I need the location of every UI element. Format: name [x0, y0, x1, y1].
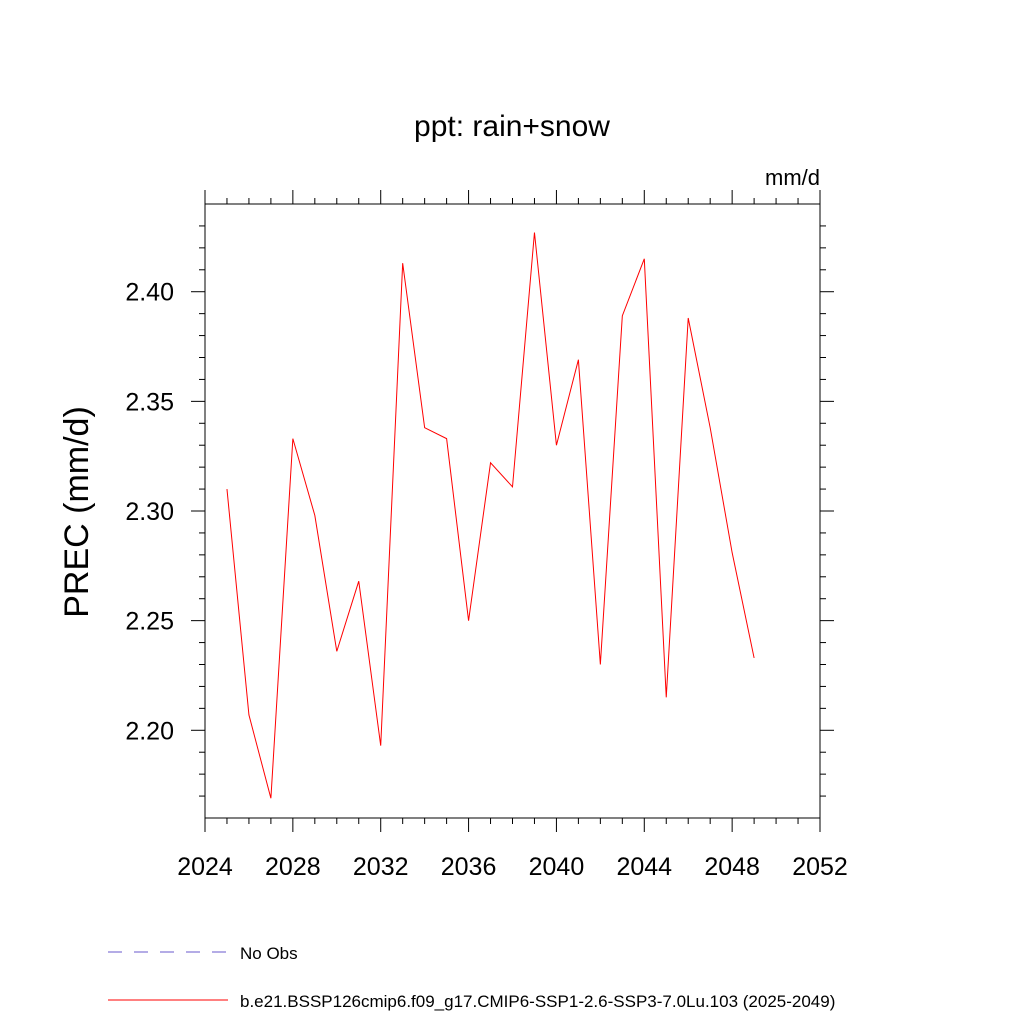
axis-ticks: 2024 2028 2032 2036 2040 2044 2048 2052 2.20 2.25…	[125, 190, 848, 881]
x-tick-label: 2052	[792, 853, 848, 881]
y-tick-label: 2.25	[125, 608, 174, 636]
y-tick-label: 2.20	[125, 717, 174, 745]
x-tick-label: 2044	[616, 853, 672, 881]
legend-label: No Obs	[240, 944, 298, 963]
x-tick-label: 2048	[704, 853, 760, 881]
chart-title: ppt: rain+snow	[414, 110, 610, 143]
y-axis-label: PREC (mm/d)	[58, 406, 96, 618]
y-tick-label: 2.30	[125, 498, 174, 526]
y-tick-label: 2.40	[125, 279, 174, 307]
legend: No Obs b.e21.BSSP126cmip6.f09_g17.CMIP6-S…	[108, 944, 835, 1011]
x-tick-label: 2028	[265, 853, 321, 881]
x-tick-label: 2024	[177, 853, 233, 881]
y-tick-label: 2.35	[125, 388, 174, 416]
x-tick-label: 2040	[529, 853, 585, 881]
x-tick-label: 2036	[441, 853, 497, 881]
plot-frame	[204, 203, 821, 819]
x-tick-label: 2032	[353, 853, 409, 881]
series-line	[226, 232, 755, 799]
units-label: mm/d	[765, 165, 820, 190]
data-series	[226, 232, 755, 799]
legend-label: b.e21.BSSP126cmip6.f09_g17.CMIP6-SSP1-2.…	[240, 992, 835, 1011]
